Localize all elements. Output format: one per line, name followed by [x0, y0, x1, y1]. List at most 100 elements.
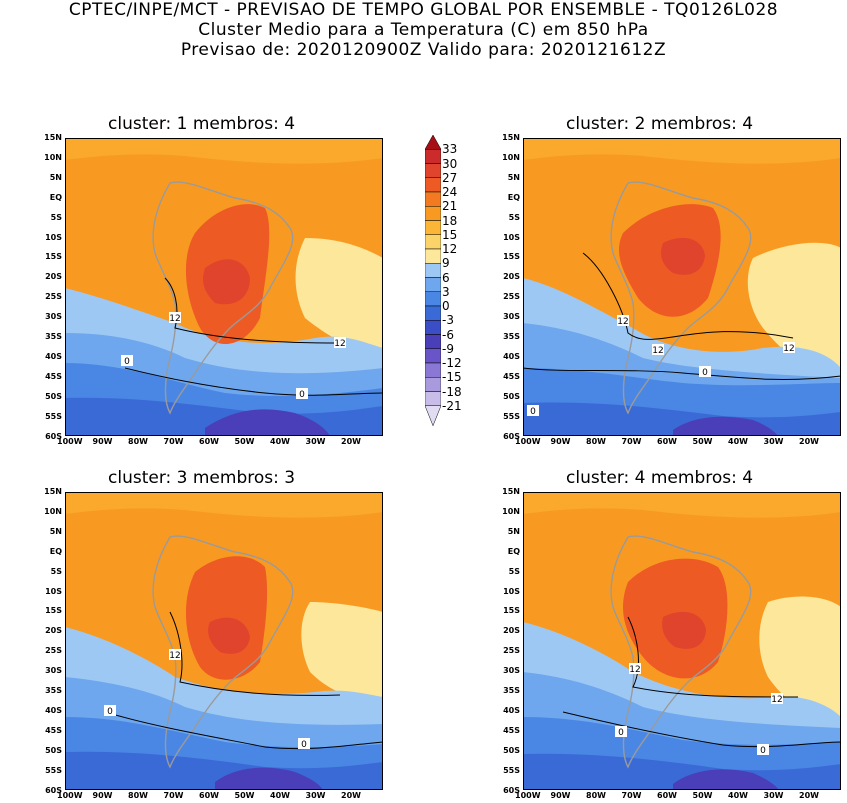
coastline-south-america — [610, 535, 752, 769]
svg-text:0: 0 — [107, 707, 113, 717]
colorbar-swatch — [425, 248, 441, 264]
coastline-south-america — [152, 535, 294, 769]
lat-tick-label: 40S — [503, 705, 520, 715]
panel-4-title: cluster: 4 membros: 4 — [566, 468, 754, 488]
lat-tick-label: 60S — [45, 431, 62, 441]
contour-label: 0 — [527, 405, 539, 417]
lat-tick-label: EQ — [49, 546, 62, 556]
map-frame — [65, 138, 383, 436]
lat-tick-label: 15N — [44, 487, 62, 496]
colorbar-swatch — [425, 177, 441, 193]
header-line-2: Cluster Medio para a Temperatura (C) em … — [198, 20, 649, 40]
svg-text:12: 12 — [629, 665, 640, 675]
contour-label: 12 — [169, 649, 181, 661]
lat-tick-label: 50S — [45, 391, 62, 401]
lon-tick-label: 30W — [763, 437, 784, 446]
lat-tick-label: 10S — [503, 232, 520, 242]
lat-tick-label: 10N — [502, 152, 520, 162]
colorbar-swatch — [425, 362, 441, 378]
lon-tick-label: 40W — [728, 437, 748, 446]
lon-tick-label: 20W — [341, 791, 361, 800]
lat-tick-label: EQ — [507, 546, 520, 556]
field-violet — [673, 416, 778, 436]
colorbar-level-label: 9 — [442, 256, 450, 271]
lat-tick-label: 5N — [507, 172, 520, 182]
lon-tick-label: 100W — [515, 437, 541, 446]
lat-tick-label: 45S — [503, 371, 520, 381]
lon-tick-label: 50W — [692, 791, 713, 800]
panel-3-title: cluster: 3 membros: 3 — [108, 468, 296, 488]
lat-tick-label: 45S — [503, 725, 520, 735]
field-violet — [215, 767, 323, 790]
field-pale — [747, 242, 841, 374]
field-hotter — [203, 259, 250, 305]
field-pale — [301, 602, 383, 699]
svg-text:0: 0 — [301, 740, 307, 750]
lat-tick-label: 5N — [507, 526, 520, 536]
svg-text:0: 0 — [618, 728, 624, 738]
lat-tick-label: 40S — [45, 705, 62, 715]
lat-tick-label: 10N — [502, 506, 520, 516]
colorbar-level-label: 0 — [442, 299, 450, 313]
field-hotter — [661, 237, 705, 275]
colorbar-swatch — [425, 234, 441, 250]
colorbar-level-label: 30 — [442, 156, 458, 171]
lat-tick-label: 30S — [45, 666, 62, 676]
lat-tick-label: 15S — [503, 252, 520, 262]
colorbar-swatch — [425, 135, 441, 150]
colorbar-swatch — [425, 206, 441, 221]
lat-tick-label: 5N — [49, 526, 62, 536]
lat-tick-label: EQ — [507, 192, 520, 202]
lat-tick-label: 45S — [45, 371, 62, 381]
header-line-3: Previsao de: 2020120900Z Valido para: 20… — [180, 40, 667, 60]
colorbar-level-label: -21 — [442, 398, 462, 413]
colorbar-swatch — [425, 334, 441, 349]
svg-text:0: 0 — [760, 746, 766, 756]
lon-tick-label: 70W — [621, 791, 642, 800]
map-panel-cluster-3: 12 0 0 — [65, 492, 383, 790]
lat-tick-label: 55S — [45, 411, 62, 421]
lat-tick-label: 10S — [45, 586, 62, 596]
lon-tick-label: 70W — [621, 437, 642, 446]
svg-text:0: 0 — [702, 368, 708, 378]
lat-tick-label: 25S — [503, 292, 520, 302]
lat-tick-label: 5S — [50, 566, 62, 576]
map-frame — [523, 138, 841, 436]
contour-line — [124, 367, 383, 396]
map-panel-cluster-4: 12 12 0 0 — [523, 492, 841, 790]
lon-tick-label: 60W — [199, 437, 219, 446]
colorbar-swatch — [425, 405, 441, 427]
colorbar-level-label: 24 — [442, 185, 458, 199]
lat-tick-label: 10N — [44, 152, 62, 162]
contour-line — [523, 367, 841, 380]
temperature-field-map: 12 12 0 0 — [65, 138, 383, 436]
lon-tick-label: 70W — [163, 437, 184, 446]
svg-text:12: 12 — [169, 314, 180, 324]
contour-line — [582, 252, 794, 340]
lon-tick-label: 20W — [341, 437, 361, 446]
lat-tick-label: 15S — [45, 606, 62, 616]
colorbar-swatch — [425, 277, 441, 292]
svg-text:12: 12 — [652, 346, 663, 356]
lon-tick-label: 80W — [128, 791, 148, 800]
lon-tick-label: 50W — [692, 437, 713, 446]
colorbar-level-label: 18 — [442, 213, 458, 228]
contour-line — [562, 711, 841, 748]
svg-text:12: 12 — [617, 317, 628, 327]
lat-tick-label: 5S — [508, 566, 520, 576]
field-mild-band — [523, 492, 841, 518]
lon-tick-label: 80W — [586, 437, 606, 446]
lon-tick-label: 50W — [234, 791, 255, 800]
contour-label: 0 — [298, 738, 310, 750]
contour-label: 12 — [169, 312, 181, 324]
lat-tick-label: 5S — [508, 212, 520, 222]
lat-tick-label: 60S — [503, 431, 520, 441]
lat-tick-label: 30S — [45, 312, 62, 322]
svg-text:12: 12 — [771, 695, 782, 705]
lat-tick-label: 25S — [503, 646, 520, 656]
colorbar-level-label: -9 — [442, 341, 454, 356]
field-mild-band — [65, 492, 383, 518]
coastline-south-america — [610, 181, 752, 415]
lon-tick-label: 90W — [92, 437, 113, 446]
field-mild-band — [523, 138, 841, 164]
